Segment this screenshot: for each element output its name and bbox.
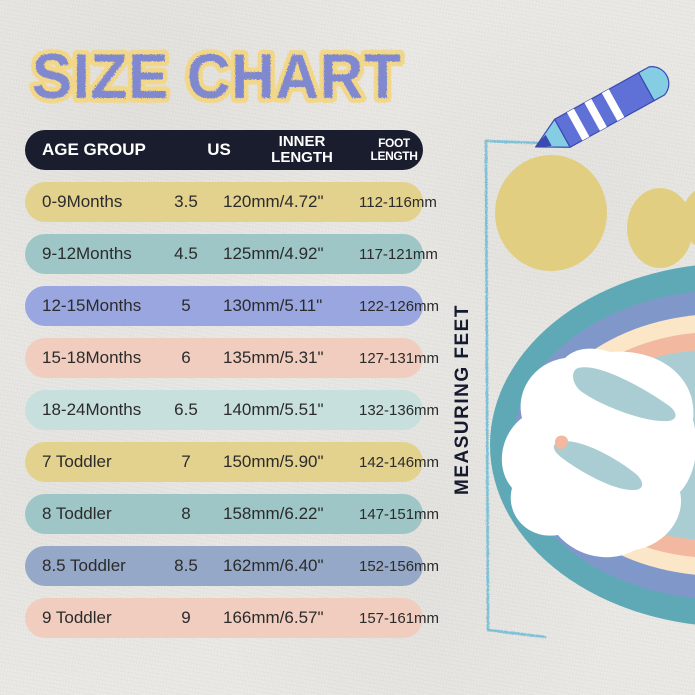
svg-text:MEASURING FEET: MEASURING FEET [452, 304, 473, 495]
